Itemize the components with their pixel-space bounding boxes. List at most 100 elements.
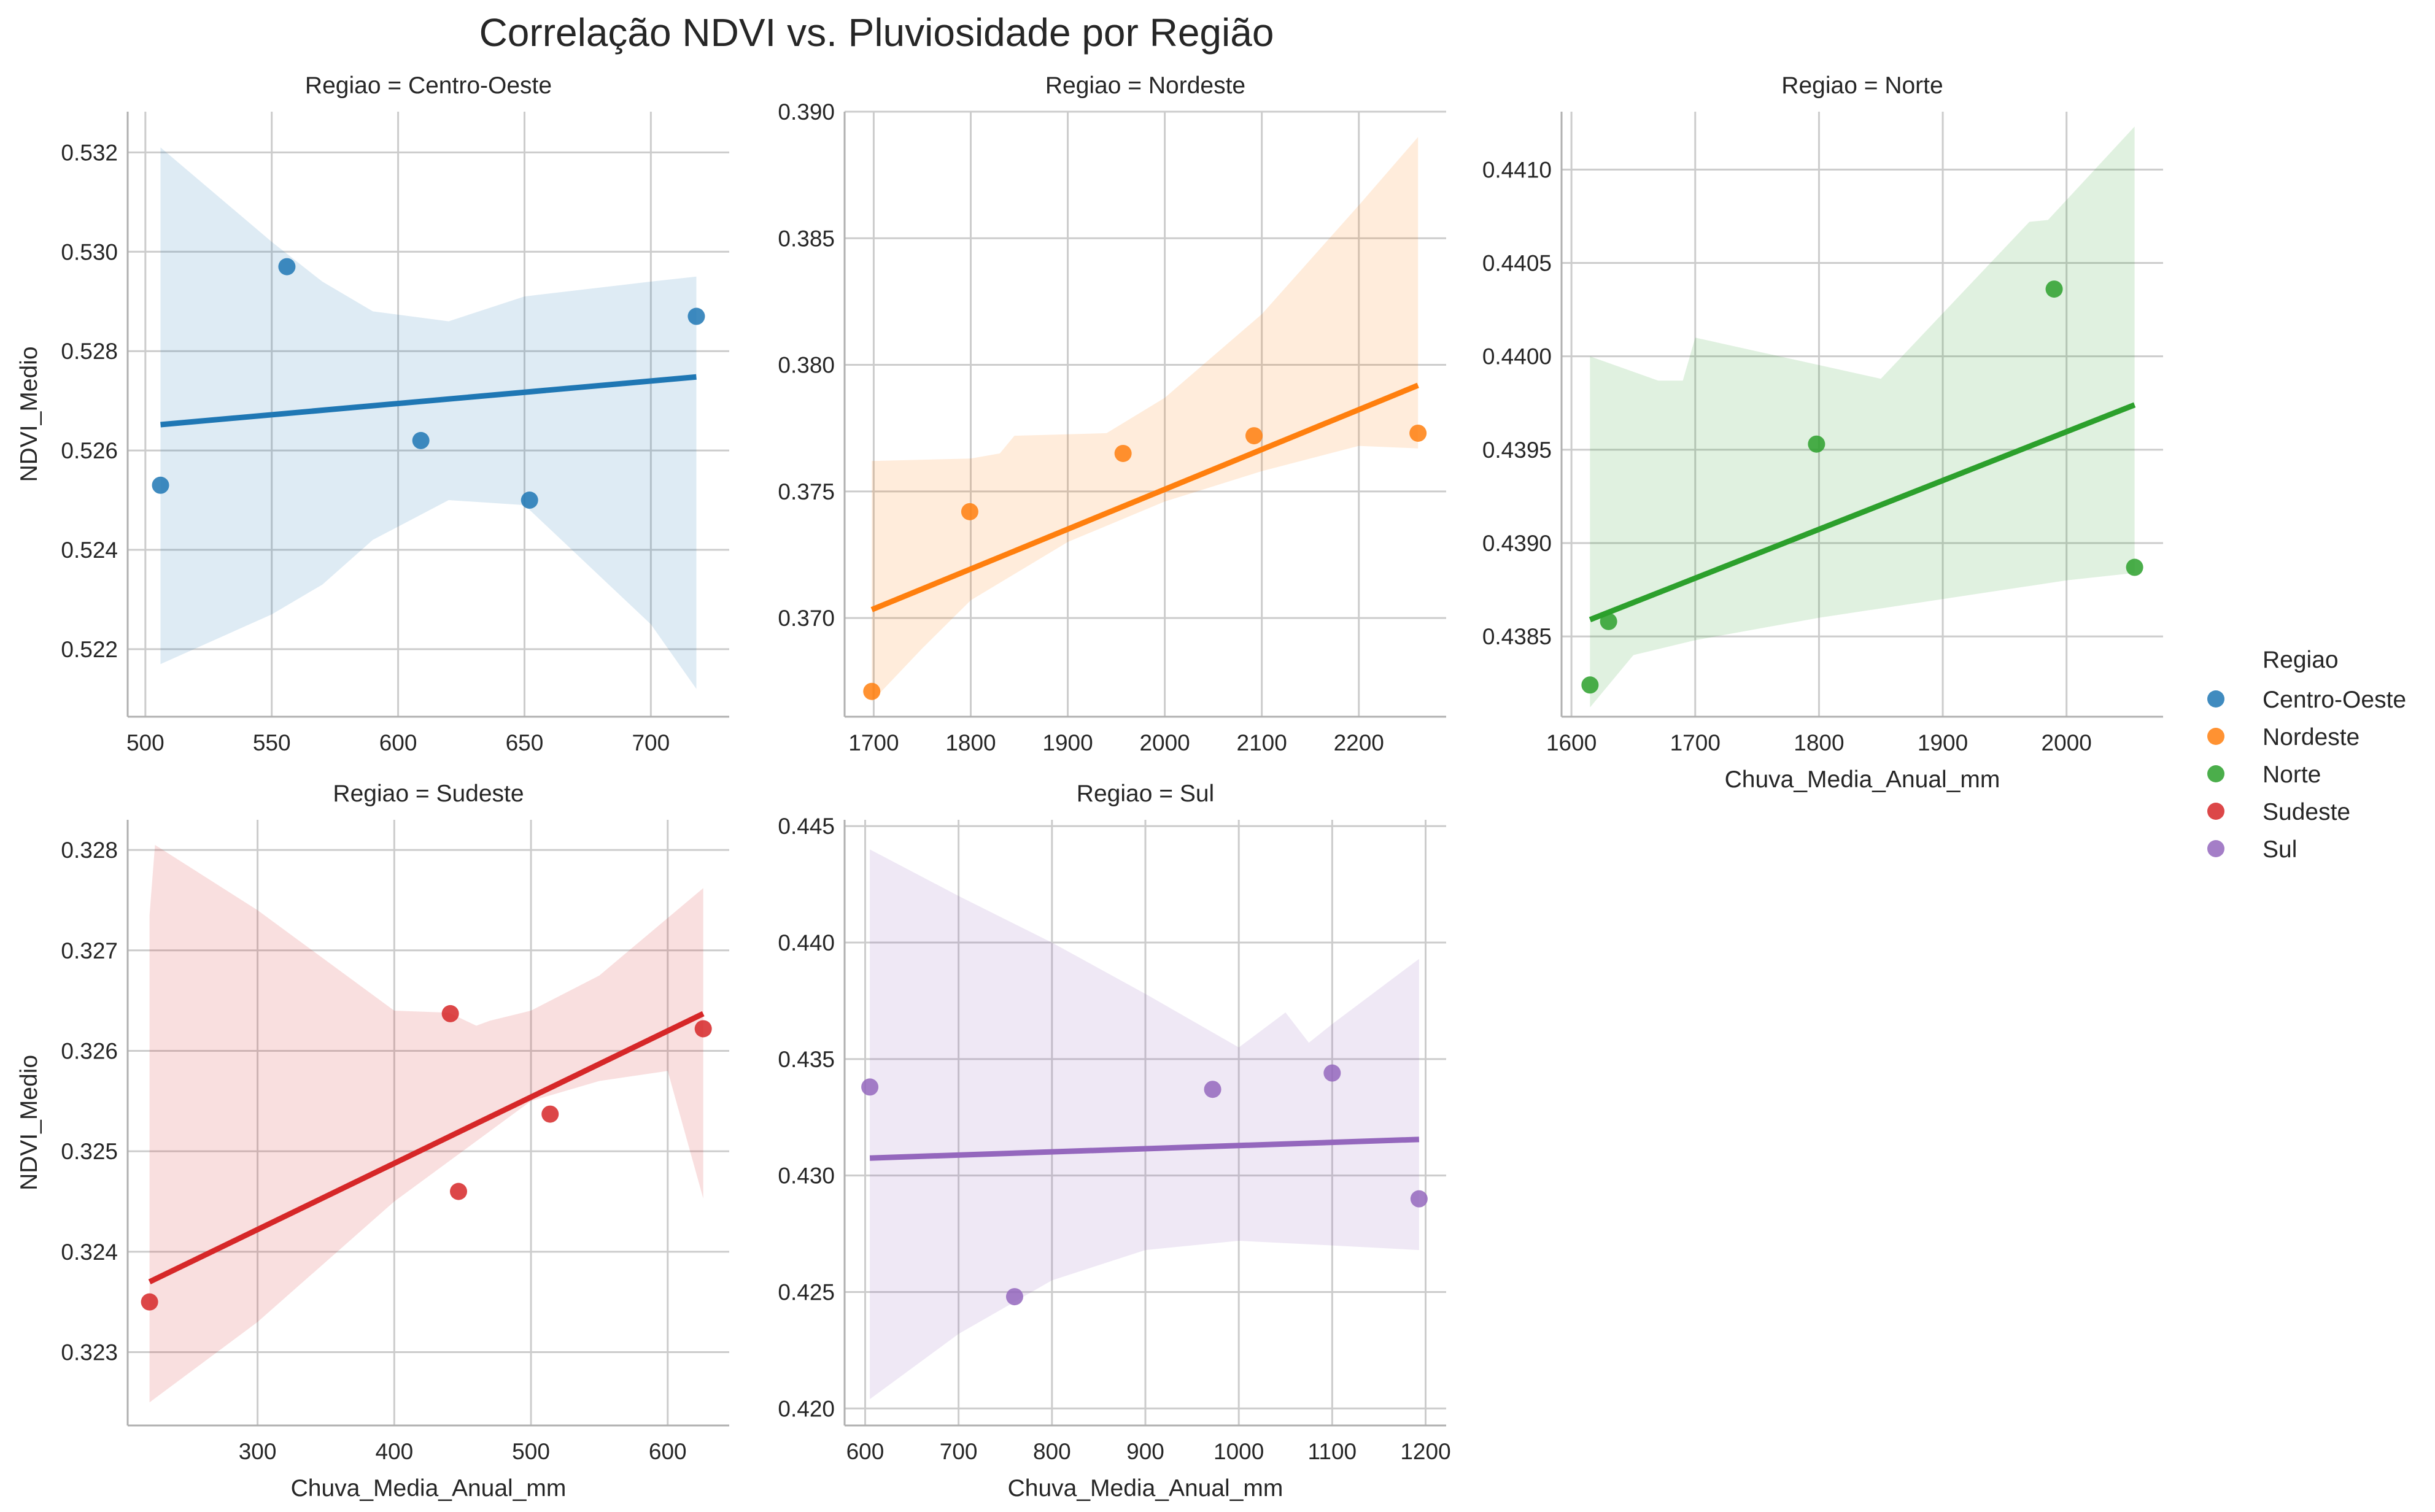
legend-marker	[2207, 765, 2224, 782]
y-tick-label: 0.370	[778, 606, 835, 631]
chart-title: Correlação NDVI vs. Pluviosidade por Reg…	[479, 10, 1274, 55]
x-tick-label: 1900	[1918, 730, 1968, 755]
data-point	[1114, 444, 1132, 462]
x-tick-label: 1700	[1670, 730, 1721, 755]
y-tick-label: 0.328	[61, 838, 118, 863]
confidence-band	[1590, 126, 2135, 708]
grid	[128, 112, 729, 717]
legend-item-label: Sul	[2263, 836, 2297, 863]
y-tick-label: 0.375	[778, 479, 835, 504]
y-tick-label: 0.524	[61, 538, 118, 563]
legend-item-label: Centro-Oeste	[2263, 687, 2406, 713]
x-tick-label: 1900	[1042, 730, 1093, 755]
x-tick-label: 300	[239, 1439, 277, 1464]
y-axis-label: NDVI_Medio	[16, 1055, 42, 1190]
data-point	[1600, 612, 1617, 630]
grid	[128, 820, 729, 1425]
regression-line	[160, 374, 697, 428]
data-point	[863, 682, 881, 700]
data-point	[694, 1020, 712, 1038]
x-tick-label: 650	[506, 730, 544, 755]
panel-title: Regiao = Nordeste	[1045, 72, 1245, 99]
data-point	[1005, 1288, 1023, 1306]
x-tick-label: 600	[846, 1439, 885, 1464]
grid	[1562, 112, 2163, 717]
data-point	[1409, 424, 1427, 442]
y-tick-label: 0.390	[778, 99, 835, 125]
legend-title: Regiao	[2263, 647, 2339, 673]
x-tick-label: 1600	[1546, 730, 1597, 755]
y-tick-label: 0.445	[778, 814, 835, 839]
data-point	[521, 492, 538, 509]
data-point	[152, 476, 169, 494]
data-point	[2126, 558, 2143, 576]
y-tick-label: 0.4390	[1482, 531, 1552, 556]
x-tick-label: 600	[649, 1439, 687, 1464]
data-point	[1204, 1081, 1221, 1098]
y-tick-label: 0.425	[778, 1279, 835, 1305]
data-point	[141, 1293, 158, 1311]
confidence-band	[149, 844, 703, 1403]
data-point	[541, 1105, 559, 1123]
x-tick-label: 2000	[2042, 730, 2092, 755]
data-point	[450, 1182, 467, 1200]
y-tick-label: 0.440	[778, 930, 835, 955]
x-axis-label: Chuva_Media_Anual_mm	[1725, 766, 2000, 793]
data-point	[1808, 435, 1825, 453]
y-tick-label: 0.380	[778, 353, 835, 378]
y-tick-label: 0.528	[61, 339, 118, 364]
data-point	[1245, 427, 1263, 445]
data-point	[1323, 1064, 1341, 1082]
x-axis-label: Chuva_Media_Anual_mm	[291, 1475, 567, 1502]
y-tick-label: 0.385	[778, 226, 835, 251]
x-tick-label: 1200	[1400, 1439, 1450, 1464]
confidence-band	[160, 147, 697, 689]
y-tick-label: 0.4385	[1482, 624, 1552, 649]
grid	[845, 820, 1446, 1425]
panel-centro-oeste: 500 550 600 650 700 0.522 0.524 0.526 0.528 0.530…	[16, 72, 729, 755]
panel-sudeste: 300 400 500 600 0.323 0.324 0.325 0.326 0.327 0.3…	[16, 781, 729, 1502]
regression-line	[870, 382, 1419, 612]
x-tick-label: 500	[512, 1439, 550, 1464]
x-tick-label: 2100	[1237, 730, 1287, 755]
data-point	[441, 1005, 459, 1022]
confidence-band	[870, 849, 1419, 1400]
y-tick-label: 0.532	[61, 140, 118, 165]
panel-title: Regiao = Sul	[1077, 781, 1214, 807]
y-tick-label: 0.327	[61, 938, 118, 963]
panel-title: Regiao = Sudeste	[333, 781, 524, 807]
legend-marker	[2207, 840, 2224, 857]
data-point	[961, 503, 978, 520]
x-tick-label: 600	[379, 730, 417, 755]
legend-item-label: Sudeste	[2263, 799, 2350, 825]
x-tick-label: 700	[940, 1439, 978, 1464]
data-point	[861, 1078, 879, 1096]
x-tick-label: 700	[632, 730, 670, 755]
x-tick-label: 1800	[945, 730, 996, 755]
panel-title: Regiao = Norte	[1781, 72, 1943, 99]
y-tick-label: 0.323	[61, 1340, 118, 1365]
x-tick-label: 2000	[1139, 730, 1190, 755]
x-tick-label: 800	[1033, 1439, 1071, 1464]
panel-title: Regiao = Centro-Oeste	[305, 72, 552, 99]
legend-item-label: Norte	[2263, 762, 2321, 788]
regression-line	[148, 1011, 705, 1284]
data-point	[2045, 280, 2063, 298]
legend-item-label: Nordeste	[2263, 724, 2360, 750]
data-point	[1581, 676, 1599, 694]
panel-sul: 600 700 800 900 1000 1100 1200 0.420 0.425 0.430 0…	[778, 781, 1450, 1502]
y-tick-label: 0.430	[778, 1163, 835, 1189]
grid	[845, 110, 1446, 717]
legend-marker	[2207, 690, 2224, 708]
y-tick-label: 0.4410	[1482, 157, 1552, 182]
y-tick-label: 0.4405	[1482, 251, 1552, 276]
legend-marker	[2207, 728, 2224, 745]
legend: Regiao Centro-Oeste Nordeste Norte Sudeste S…	[2207, 647, 2406, 863]
y-tick-label: 0.526	[61, 438, 118, 463]
y-tick-label: 0.324	[61, 1240, 118, 1265]
x-tick-label: 1100	[1308, 1439, 1357, 1464]
y-tick-label: 0.435	[778, 1047, 835, 1072]
y-axis-label: NDVI_Medio	[16, 346, 42, 482]
